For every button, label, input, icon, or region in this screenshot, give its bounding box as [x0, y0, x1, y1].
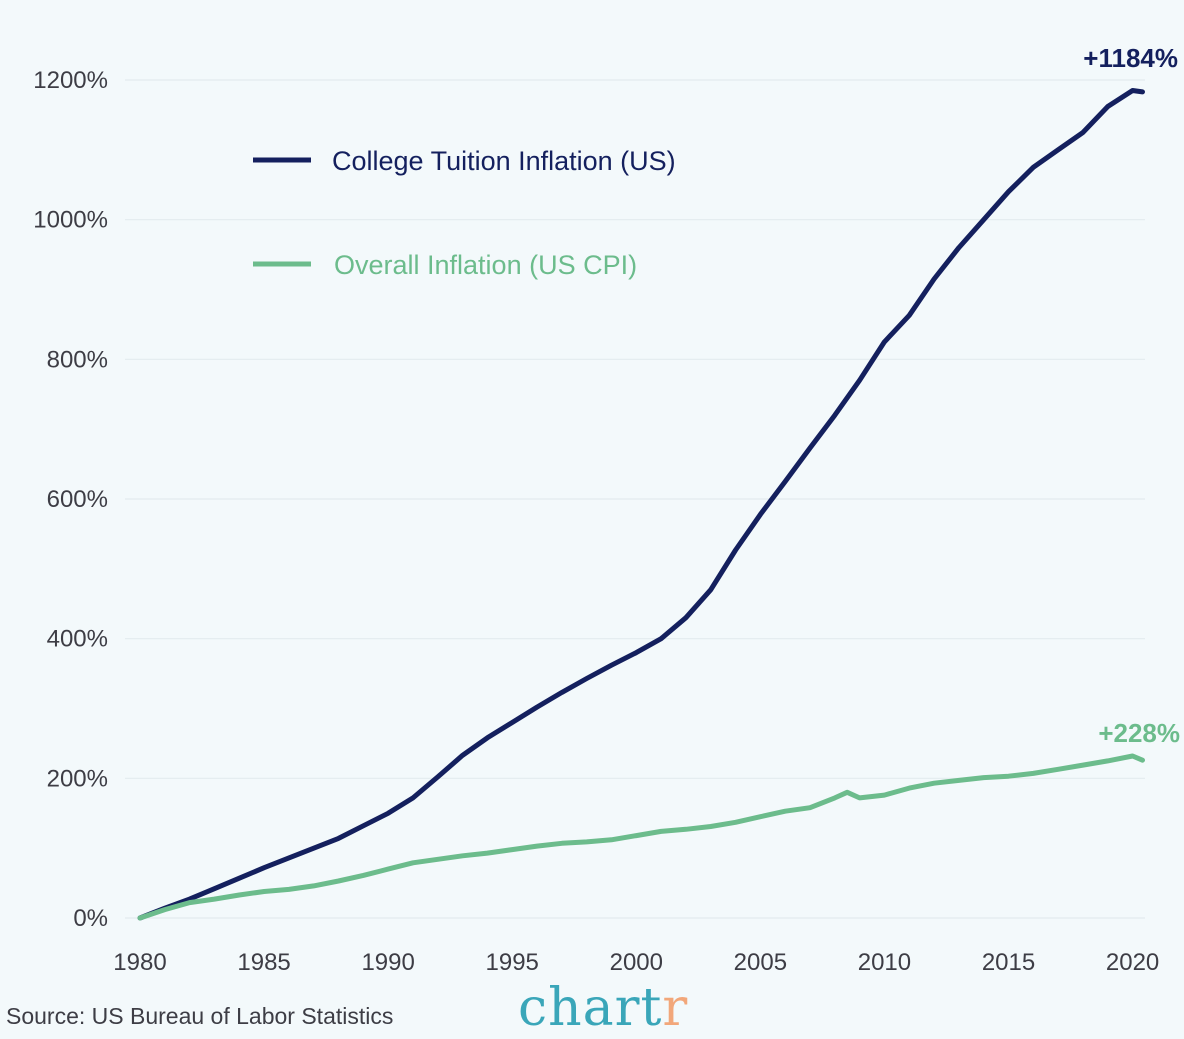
- series-line-cpi: [137, 753, 1145, 921]
- legend: College Tuition Inflation (US) Overall I…: [253, 146, 676, 280]
- y-tick-label: 400%: [47, 626, 108, 653]
- legend-label-tuition: College Tuition Inflation (US): [332, 146, 676, 176]
- x-tick-label: 1995: [486, 949, 539, 976]
- y-tick-label: 1200%: [33, 67, 108, 94]
- x-tick-label: 2015: [982, 949, 1035, 976]
- series-line-tuition: [137, 88, 1145, 921]
- x-tick-label: 2010: [858, 949, 911, 976]
- y-tick-label: 600%: [47, 486, 108, 513]
- end-label-cpi: +228%: [1098, 718, 1180, 748]
- brand-logo: chartr: [518, 980, 688, 1036]
- x-tick-label: 2020: [1106, 949, 1159, 976]
- y-tick-label: 0%: [73, 905, 108, 932]
- x-tick-label: 1990: [361, 949, 414, 976]
- x-axis-ticks: 1980 1985 1990 1995 2000 2005 2010 2015 2020: [113, 949, 1159, 976]
- gridlines: [125, 79, 1145, 919]
- y-tick-label: 200%: [47, 765, 108, 792]
- series-lines: [137, 88, 1145, 921]
- brand-logo-main: chart: [518, 978, 663, 1038]
- end-label-tuition: +1184%: [1083, 43, 1178, 73]
- legend-label-cpi: Overall Inflation (US CPI): [334, 250, 637, 280]
- x-tick-label: 1980: [113, 949, 166, 976]
- x-tick-label: 1985: [237, 949, 290, 976]
- source-note: Source: US Bureau of Labor Statistics: [6, 1003, 394, 1029]
- y-tick-label: 800%: [47, 346, 108, 373]
- y-axis-ticks: 0% 200% 400% 600% 800% 1000% 1200%: [33, 67, 108, 932]
- x-tick-label: 2000: [610, 949, 663, 976]
- x-tick-label: 2005: [734, 949, 787, 976]
- y-tick-label: 1000%: [33, 207, 108, 234]
- brand-logo-accent: r: [662, 978, 689, 1038]
